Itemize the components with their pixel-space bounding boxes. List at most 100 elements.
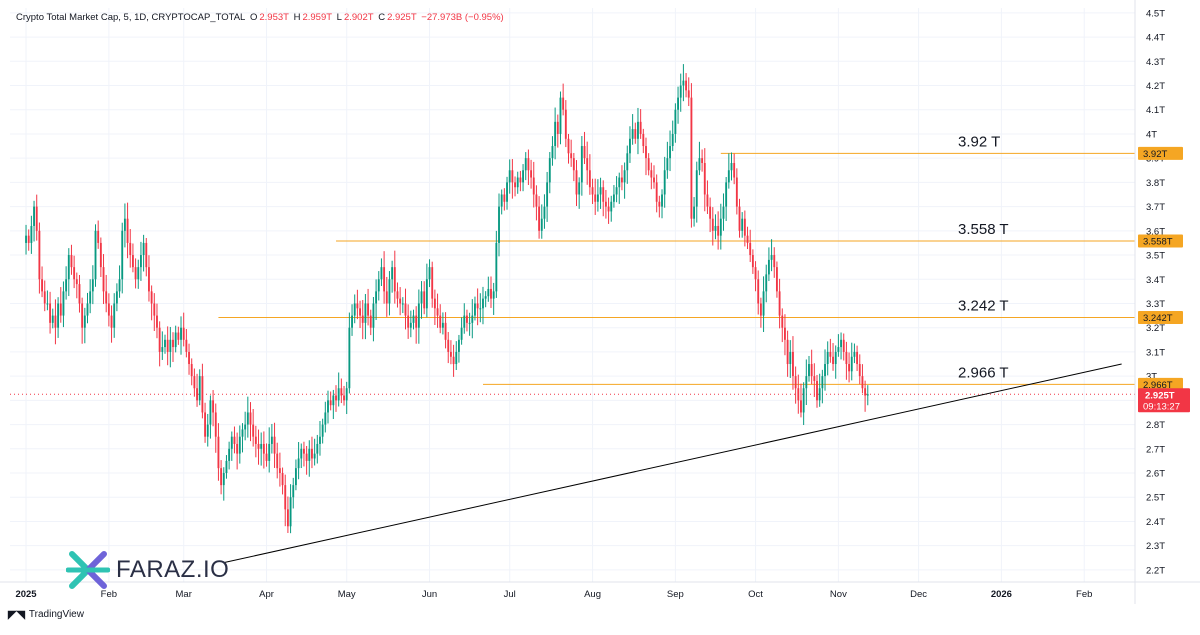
candle-body[interactable]: [546, 182, 549, 207]
candle-body[interactable]: [746, 235, 749, 243]
candle-body[interactable]: [399, 298, 402, 304]
candle-body[interactable]: [131, 255, 134, 268]
candle-body[interactable]: [599, 187, 602, 195]
candle-body[interactable]: [105, 291, 108, 304]
candle-body[interactable]: [206, 424, 209, 437]
candle-body[interactable]: [364, 303, 367, 323]
candle-body[interactable]: [471, 315, 474, 323]
candle-body[interactable]: [313, 453, 316, 459]
candle-body[interactable]: [741, 218, 744, 231]
candle-body[interactable]: [246, 412, 249, 425]
candle-body[interactable]: [351, 315, 353, 328]
candle-body[interactable]: [554, 121, 557, 147]
candle-body[interactable]: [412, 315, 415, 323]
candle-body[interactable]: [150, 291, 153, 304]
candle-body[interactable]: [506, 182, 508, 202]
candle-body[interactable]: [265, 453, 268, 461]
candle-body[interactable]: [516, 177, 519, 188]
candle-body[interactable]: [409, 322, 412, 328]
candle-body[interactable]: [433, 298, 436, 309]
candle-body[interactable]: [607, 206, 610, 212]
candle-body[interactable]: [292, 485, 295, 498]
candle-body[interactable]: [348, 327, 351, 389]
candle-body[interactable]: [46, 303, 49, 305]
candle-body[interactable]: [70, 255, 73, 268]
candle-body[interactable]: [286, 509, 289, 527]
candle-body[interactable]: [457, 339, 460, 352]
candle-body[interactable]: [420, 291, 423, 304]
candle-body[interactable]: [439, 315, 442, 328]
candle-body[interactable]: [177, 332, 180, 340]
candle-body[interactable]: [190, 364, 193, 377]
candle-body[interactable]: [118, 279, 121, 292]
candle-body[interactable]: [73, 267, 76, 280]
candle-body[interactable]: [856, 351, 859, 365]
candle-body[interactable]: [361, 315, 364, 323]
candle-body[interactable]: [487, 288, 490, 297]
candle-body[interactable]: [773, 255, 776, 268]
candle-body[interactable]: [690, 97, 693, 219]
candle-body[interactable]: [91, 279, 94, 292]
candle-body[interactable]: [254, 436, 257, 444]
candle-body[interactable]: [479, 308, 482, 310]
candle-body[interactable]: [455, 351, 458, 365]
candle-body[interactable]: [41, 279, 44, 292]
candle-body[interactable]: [669, 146, 671, 159]
candle-body[interactable]: [864, 388, 867, 396]
candle-body[interactable]: [30, 225, 33, 243]
candle-body[interactable]: [33, 206, 35, 226]
candle-body[interactable]: [148, 267, 150, 292]
candle-body[interactable]: [722, 206, 725, 219]
candle-body[interactable]: [142, 242, 145, 256]
candle-body[interactable]: [270, 436, 273, 444]
candle-body[interactable]: [153, 303, 156, 316]
candle-body[interactable]: [626, 153, 629, 171]
candle-body[interactable]: [329, 400, 332, 406]
candle-body[interactable]: [441, 322, 444, 328]
candle-body[interactable]: [810, 364, 813, 377]
candle-body[interactable]: [524, 158, 527, 171]
candle-body[interactable]: [540, 218, 543, 231]
candle-body[interactable]: [43, 291, 46, 304]
candle-body[interactable]: [385, 291, 388, 304]
candle-body[interactable]: [78, 284, 81, 304]
candle-body[interactable]: [129, 242, 132, 256]
candle-body[interactable]: [778, 291, 781, 316]
candle-body[interactable]: [166, 339, 169, 352]
candle-body[interactable]: [784, 327, 786, 340]
candle-body[interactable]: [311, 448, 313, 459]
candle-body[interactable]: [543, 206, 546, 219]
candle-body[interactable]: [551, 146, 554, 159]
candle-body[interactable]: [794, 376, 797, 389]
candle-body[interactable]: [556, 121, 559, 134]
candle-body[interactable]: [685, 80, 688, 91]
candle-body[interactable]: [260, 443, 263, 449]
candle-body[interactable]: [401, 303, 404, 305]
candle-body[interactable]: [733, 163, 736, 178]
candle-body[interactable]: [169, 339, 172, 352]
candle-body[interactable]: [380, 267, 383, 280]
candle-body[interactable]: [824, 364, 826, 377]
candle-body[interactable]: [466, 315, 468, 323]
candle-body[interactable]: [711, 218, 714, 231]
candle-body[interactable]: [225, 460, 228, 474]
candle-body[interactable]: [185, 339, 188, 352]
candle-body[interactable]: [786, 339, 789, 365]
candle-body[interactable]: [767, 259, 770, 275]
candle-body[interactable]: [701, 158, 704, 164]
candle-body[interactable]: [335, 395, 337, 401]
candle-body[interactable]: [110, 315, 113, 328]
candle-body[interactable]: [115, 291, 118, 304]
candle-body[interactable]: [220, 468, 223, 486]
candle-body[interactable]: [508, 170, 511, 183]
candle-body[interactable]: [698, 158, 701, 171]
candle-body[interactable]: [848, 364, 851, 372]
candle-body[interactable]: [837, 347, 840, 352]
candle-body[interactable]: [792, 351, 794, 377]
candle-body[interactable]: [637, 121, 639, 139]
candle-body[interactable]: [99, 242, 102, 268]
candle-body[interactable]: [532, 177, 535, 195]
candle-body[interactable]: [62, 291, 65, 316]
candle-body[interactable]: [300, 448, 303, 459]
candle-body[interactable]: [476, 303, 479, 309]
